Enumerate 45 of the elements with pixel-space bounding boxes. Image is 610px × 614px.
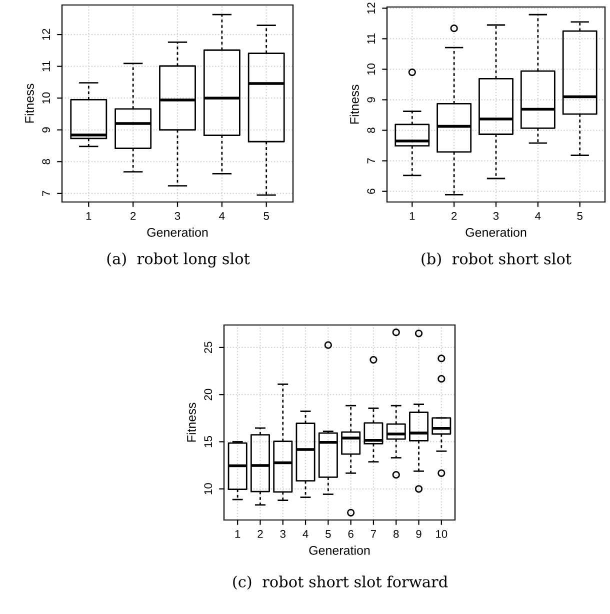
y-tick-label: 12 xyxy=(42,28,50,40)
x-tick-label: 2 xyxy=(452,212,457,220)
y-tick-label: 20 xyxy=(204,388,212,400)
y-tick-label: 15 xyxy=(204,436,212,448)
y-axis-title: Fitness xyxy=(350,84,359,124)
x-tick-label: 6 xyxy=(348,530,354,538)
y-tick-label: 8 xyxy=(42,159,50,164)
x-tick-label: 10 xyxy=(436,530,448,538)
x-tick-label: 4 xyxy=(219,212,225,220)
x-tick-label: 2 xyxy=(130,212,136,220)
y-axis-title: Fitness xyxy=(24,84,34,123)
x-tick-label: 4 xyxy=(535,212,541,220)
text: (c) robot short slot forward xyxy=(233,576,448,590)
y-tick-label: 9 xyxy=(42,127,50,132)
y-tick-label: 6 xyxy=(367,188,376,194)
x-tick-label: 3 xyxy=(280,530,286,538)
x-tick-label: 3 xyxy=(493,212,499,220)
x-tick-label: 1 xyxy=(235,530,240,538)
x-tick-label: 8 xyxy=(394,530,399,538)
x-tick-label: 1 xyxy=(86,212,92,220)
y-tick-label: 10 xyxy=(367,64,376,75)
y-tick-label: 10 xyxy=(204,483,212,494)
y-axis-title: Fitness xyxy=(186,402,196,442)
x-tick-label: 5 xyxy=(577,212,582,220)
x-tick-label: 4 xyxy=(302,530,308,538)
text: (b) robot short slot xyxy=(422,252,572,267)
x-tick-label: 5 xyxy=(326,530,331,538)
x-axis-title: Generation xyxy=(466,228,526,237)
x-tick-label: 9 xyxy=(416,530,422,538)
y-tick-label: 9 xyxy=(367,97,376,102)
y-tick-label: 11 xyxy=(42,61,50,72)
y-tick-label: 8 xyxy=(367,128,376,133)
x-tick-label: 5 xyxy=(264,212,269,220)
x-axis-title: Generation xyxy=(147,228,208,237)
y-tick-label: 10 xyxy=(42,92,50,104)
x-tick-label: 3 xyxy=(174,212,180,220)
y-tick-label: 7 xyxy=(42,190,50,196)
x-axis-title: Generation xyxy=(309,546,370,555)
text: (a) robot long slot xyxy=(107,252,250,268)
x-tick-label: 1 xyxy=(410,212,415,220)
y-tick-label: 25 xyxy=(204,342,212,354)
x-tick-label: 2 xyxy=(258,530,263,538)
y-tick-label: 11 xyxy=(367,34,375,44)
y-tick-label: 12 xyxy=(367,2,375,14)
y-tick-label: 7 xyxy=(367,158,375,164)
